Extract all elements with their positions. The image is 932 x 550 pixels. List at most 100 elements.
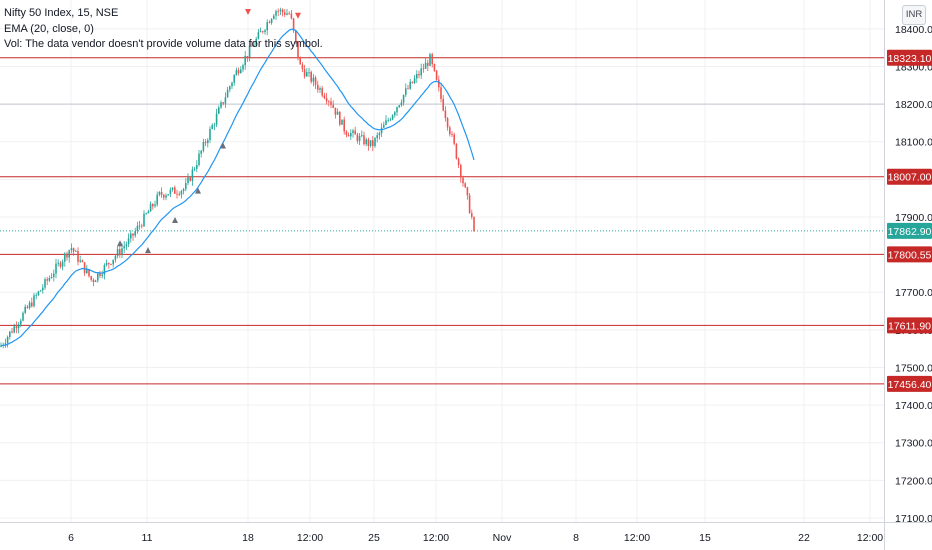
buy-signal-marker	[117, 240, 123, 247]
candle-body	[468, 195, 471, 214]
candle-body	[391, 115, 394, 120]
price-tags: 18323.10 18007.00 17800.55 17611.90 17456.40…	[887, 49, 932, 392]
candle-body	[308, 72, 310, 73]
candle-body	[149, 204, 152, 212]
candle-body	[215, 113, 218, 125]
current-price-tag	[887, 222, 932, 239]
level-price-tag-text: 18323.10	[888, 53, 932, 65]
candle-body	[264, 30, 266, 33]
time-tick-label: 12:00	[423, 532, 449, 544]
candle-body	[156, 194, 158, 205]
candle-body	[200, 150, 202, 154]
candle-body	[394, 112, 396, 116]
price-tick-label: 17100.00	[895, 513, 932, 525]
level-price-tag-text: 17611.90	[888, 320, 931, 332]
candle-body	[310, 72, 312, 82]
candle-body	[154, 204, 156, 207]
candle-body	[116, 249, 119, 257]
buy-signal-marker	[145, 247, 151, 254]
candle-body	[211, 125, 213, 129]
candle-body	[292, 18, 295, 31]
candle-body	[92, 279, 95, 283]
candle-body	[202, 141, 205, 151]
candle-body	[105, 262, 108, 266]
time-tick-label: 22	[798, 532, 810, 544]
candle-body	[218, 107, 220, 114]
ema-line	[0, 28, 475, 347]
candle-body	[180, 191, 183, 195]
candle-body	[345, 131, 348, 135]
candle-body	[237, 70, 240, 74]
candle-body	[299, 58, 301, 65]
candle-body	[22, 312, 24, 321]
candle-body	[123, 246, 125, 249]
currency-badge[interactable]: INR	[902, 5, 926, 25]
price-axis[interactable]: 17100.00 17200.00 17300.00 17400.00 17500.00…	[884, 0, 932, 550]
candle-body	[332, 104, 334, 108]
candle-body	[303, 69, 306, 77]
candle-body	[240, 69, 242, 74]
candle-body	[374, 138, 376, 147]
candle-body	[88, 269, 90, 277]
candle-body	[55, 263, 57, 274]
candle-body	[42, 287, 44, 291]
price-tick-label: 17300.00	[895, 438, 932, 450]
candle-body	[295, 30, 297, 42]
candle-body	[75, 250, 77, 252]
buy-signal-marker	[220, 142, 226, 149]
candle-body	[286, 13, 288, 15]
candle-body	[68, 250, 70, 258]
candle-body	[31, 302, 33, 307]
candle-body	[246, 55, 249, 58]
candle-body	[33, 295, 35, 307]
candle-body	[361, 135, 363, 137]
candle-body	[50, 276, 53, 278]
candle-body	[196, 164, 198, 169]
candle-body	[352, 130, 354, 134]
candle-body	[242, 65, 244, 70]
candle-body	[290, 13, 293, 19]
buy-signal-marker	[195, 187, 201, 194]
candle-body	[429, 54, 431, 66]
candle-body	[191, 169, 194, 181]
candle-body	[301, 64, 304, 70]
candle-body	[416, 73, 418, 79]
candle-body	[420, 68, 422, 76]
candle-body	[424, 62, 427, 69]
price-tick-label: 17400.00	[895, 400, 932, 412]
signal-markers	[117, 9, 301, 254]
buy-signal-marker	[172, 216, 178, 223]
time-axis[interactable]: 6 11 18 12:00 25 12:00 Nov 8 12:00 15 22 12:00	[0, 522, 932, 545]
candle-body	[79, 260, 81, 262]
candle-body	[451, 134, 453, 135]
candle-body	[101, 274, 103, 277]
candle-body	[440, 87, 442, 99]
candle-body	[400, 102, 403, 106]
candle-body	[266, 22, 268, 31]
candle-body	[28, 302, 31, 308]
candle-body	[152, 204, 154, 207]
candle-body	[334, 107, 337, 115]
candle-body	[86, 269, 88, 274]
candle-body	[442, 98, 444, 111]
candle-body	[125, 244, 128, 247]
candle-body	[473, 217, 475, 231]
candle-body	[233, 75, 235, 83]
candle-body	[70, 248, 73, 251]
candle-body	[279, 9, 282, 12]
symbol-title[interactable]: Nifty 50 Index, 15, NSE	[4, 7, 119, 19]
candle-body	[222, 102, 224, 104]
price-tick-label: 17900.00	[895, 212, 932, 224]
candle-body	[20, 320, 22, 325]
candle-body	[378, 133, 381, 136]
candle-body	[158, 192, 161, 195]
candle-body	[262, 31, 264, 33]
candles	[0, 7, 475, 349]
candle-body	[160, 192, 163, 195]
ema-indicator-label[interactable]: EMA (20, close, 0)	[4, 22, 94, 35]
candle-body	[127, 238, 130, 245]
candle-body	[431, 54, 433, 65]
candle-body	[251, 45, 253, 47]
candle-body	[259, 31, 262, 33]
